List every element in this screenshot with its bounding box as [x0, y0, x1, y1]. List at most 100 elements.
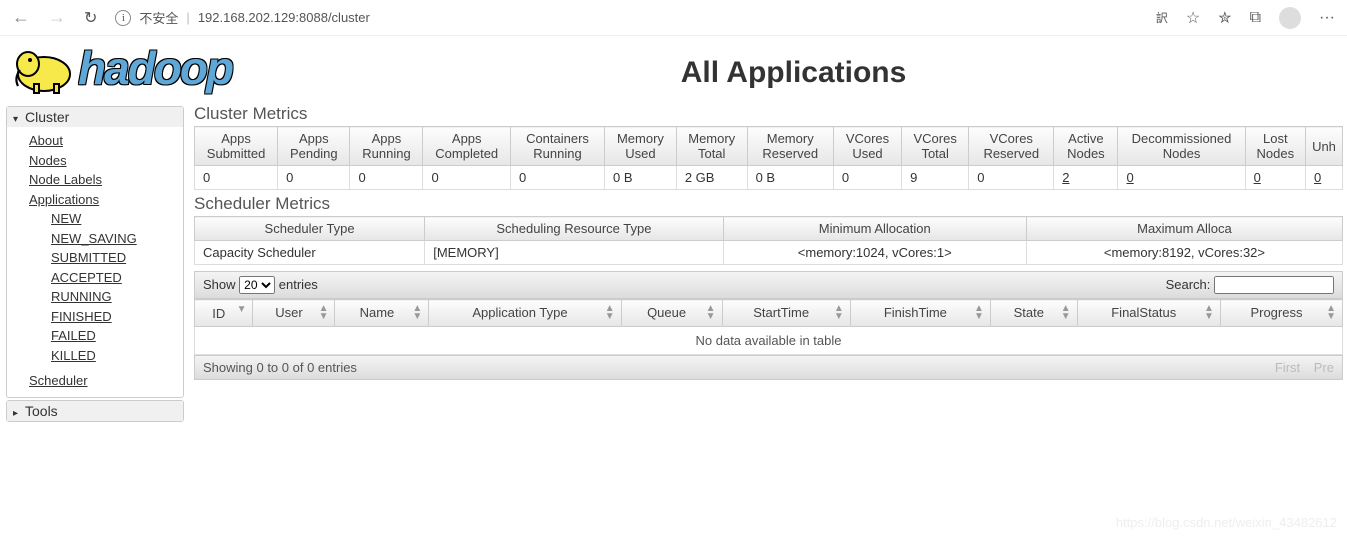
profile-avatar[interactable]	[1279, 7, 1301, 29]
apps-col-name[interactable]: Name▲▼	[335, 300, 429, 327]
tools-panel: ▸Tools	[6, 400, 184, 422]
url-text: 192.168.202.129:8088/cluster	[198, 10, 370, 25]
translate-icon[interactable]: 訳	[1156, 9, 1168, 26]
cm-link[interactable]: 0	[1126, 170, 1133, 185]
cm-header: Containers Running	[510, 127, 604, 166]
applications-table: ID▼User▲▼Name▲▼Application Type▲▼Queue▲▼…	[194, 299, 1343, 327]
tools-panel-header[interactable]: ▸Tools	[7, 401, 183, 421]
cm-cell: 0	[1118, 166, 1245, 190]
apps-col-finalstatus[interactable]: FinalStatus▲▼	[1077, 300, 1220, 327]
sidebar-link-node-labels[interactable]: Node Labels	[29, 170, 177, 190]
cm-header: Unh	[1306, 127, 1343, 166]
sort-icon: ▼	[237, 306, 247, 314]
sm-header: Scheduling Resource Type	[425, 217, 723, 241]
cm-header: VCores Total	[902, 127, 969, 166]
sm-cell: Capacity Scheduler	[195, 241, 425, 265]
scheduler-metrics-table: Scheduler TypeScheduling Resource TypeMi…	[194, 216, 1343, 265]
sidebar-app-states: NEWNEW_SAVINGSUBMITTEDACCEPTEDRUNNINGFIN…	[29, 209, 177, 365]
cm-header: Apps Submitted	[195, 127, 278, 166]
page-size-select[interactable]: 20	[239, 276, 275, 294]
sidebar-app-state-failed[interactable]: FAILED	[51, 326, 177, 346]
cm-link[interactable]: 2	[1062, 170, 1069, 185]
insecure-label: 不安全	[139, 8, 178, 27]
main-content: Cluster Metrics Apps SubmittedApps Pendi…	[190, 100, 1347, 430]
caret-right-icon: ▸	[13, 408, 23, 419]
datatable-toolbar: Show 20 entries Search:	[194, 271, 1343, 299]
tools-panel-title: Tools	[25, 403, 58, 419]
apps-col-state[interactable]: State▲▼	[990, 300, 1077, 327]
apps-col-application-type[interactable]: Application Type▲▼	[429, 300, 621, 327]
sort-icon: ▲▼	[412, 305, 422, 321]
paginate-first[interactable]: First	[1275, 360, 1300, 375]
collections-icon[interactable]: ⧉	[1250, 9, 1261, 27]
sm-cell: [MEMORY]	[425, 241, 723, 265]
cluster-panel: ▾Cluster About Nodes Node Labels Applica…	[6, 106, 184, 398]
cm-cell: 9	[902, 166, 969, 190]
cm-link[interactable]: 0	[1254, 170, 1261, 185]
cm-cell: 0	[1245, 166, 1305, 190]
address-bar[interactable]: i 不安全 | 192.168.202.129:8088/cluster	[115, 8, 1137, 27]
cm-link[interactable]: 0	[1314, 170, 1321, 185]
favorites-bar-icon[interactable]: ✮	[1218, 8, 1231, 28]
sm-cell: <memory:8192, vCores:32>	[1026, 241, 1342, 265]
sidebar-link-scheduler[interactable]: Scheduler	[29, 371, 177, 391]
caret-down-icon: ▾	[13, 114, 23, 125]
apps-col-queue[interactable]: Queue▲▼	[621, 300, 722, 327]
cm-cell: 0	[195, 166, 278, 190]
sidebar-link-about[interactable]: About	[29, 131, 177, 151]
cm-cell: 2 GB	[676, 166, 747, 190]
search-input[interactable]	[1214, 276, 1334, 294]
scheduler-metrics-title: Scheduler Metrics	[194, 194, 1343, 214]
sidebar-app-state-killed[interactable]: KILLED	[51, 346, 177, 366]
apps-col-id[interactable]: ID▼	[195, 300, 253, 327]
sidebar-app-state-running[interactable]: RUNNING	[51, 287, 177, 307]
apps-col-starttime[interactable]: StartTime▲▼	[722, 300, 850, 327]
page-header: hadoop All Applications	[0, 36, 1347, 100]
cm-cell: 0	[510, 166, 604, 190]
cluster-panel-title: Cluster	[25, 109, 69, 125]
watermark: https://blog.csdn.net/weixin_43482612	[1116, 515, 1337, 530]
cm-cell: 0	[278, 166, 350, 190]
cm-header: Decommissioned Nodes	[1118, 127, 1245, 166]
sidebar-app-state-new[interactable]: NEW	[51, 209, 177, 229]
sidebar-app-state-accepted[interactable]: ACCEPTED	[51, 268, 177, 288]
cm-cell: 0	[350, 166, 423, 190]
sm-cell: <memory:1024, vCores:1>	[723, 241, 1026, 265]
sort-icon: ▲▼	[605, 305, 615, 321]
sort-icon: ▲▼	[319, 305, 329, 321]
sort-icon: ▲▼	[1204, 305, 1214, 321]
cm-cell: 0	[969, 166, 1054, 190]
sidebar-app-state-submitted[interactable]: SUBMITTED	[51, 248, 177, 268]
reload-button[interactable]: ↻	[84, 8, 97, 28]
show-label: Show	[203, 277, 236, 292]
sm-header: Minimum Allocation	[723, 217, 1026, 241]
cluster-panel-header[interactable]: ▾Cluster	[7, 107, 183, 127]
cm-header: VCores Reserved	[969, 127, 1054, 166]
url-separator: |	[186, 10, 189, 25]
site-info-icon: i	[115, 10, 131, 26]
favorite-icon[interactable]: ☆	[1186, 8, 1200, 28]
apps-col-user[interactable]: User▲▼	[253, 300, 335, 327]
sort-icon: ▲▼	[706, 305, 716, 321]
sm-header: Scheduler Type	[195, 217, 425, 241]
cm-header: Memory Used	[605, 127, 677, 166]
paginate-prev[interactable]: Pre	[1314, 360, 1334, 375]
sort-icon: ▲▼	[974, 305, 984, 321]
back-button[interactable]: ←	[12, 7, 30, 28]
search-label: Search:	[1166, 277, 1211, 292]
sm-header: Maximum Alloca	[1026, 217, 1342, 241]
logo: hadoop	[0, 36, 240, 100]
cm-header: Memory Reserved	[747, 127, 833, 166]
apps-col-finishtime[interactable]: FinishTime▲▼	[850, 300, 990, 327]
sidebar-link-nodes[interactable]: Nodes	[29, 151, 177, 171]
more-icon[interactable]: ···	[1319, 9, 1335, 27]
datatable-footer: Showing 0 to 0 of 0 entries First Pre	[194, 355, 1343, 380]
sidebar-app-state-new_saving[interactable]: NEW_SAVING	[51, 229, 177, 249]
sidebar-link-applications[interactable]: Applications	[29, 190, 177, 210]
sidebar-app-state-finished[interactable]: FINISHED	[51, 307, 177, 327]
cm-cell: 2	[1054, 166, 1118, 190]
cm-header: Apps Running	[350, 127, 423, 166]
cluster-metrics-table: Apps SubmittedApps PendingApps RunningAp…	[194, 126, 1343, 190]
apps-col-progress[interactable]: Progress▲▼	[1220, 300, 1342, 327]
forward-button[interactable]: →	[48, 7, 66, 28]
